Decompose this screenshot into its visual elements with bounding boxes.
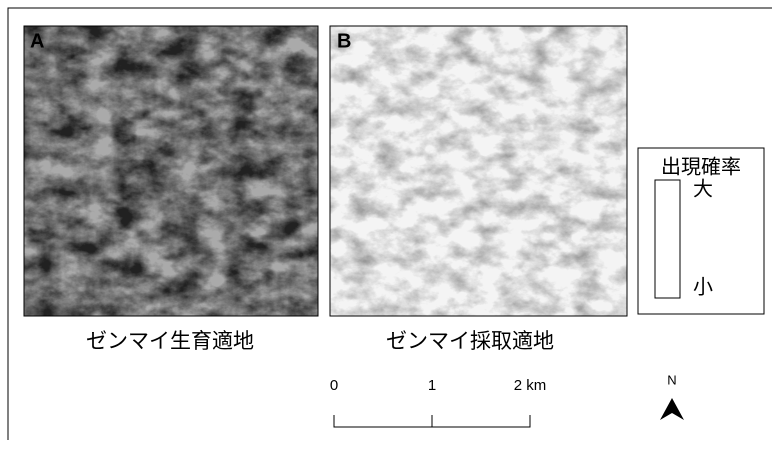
panel-label: A [30, 30, 44, 52]
panel-caption: ゼンマイ生育適地 [86, 329, 254, 353]
scale-bar: 0 1 2 km [330, 377, 546, 427]
panel-caption: ゼンマイ採取適地 [386, 329, 554, 353]
legend-high: 大 [693, 177, 713, 201]
scale-label: 0 [330, 377, 338, 394]
north-arrow: N [660, 372, 684, 420]
scale-label: 2 km [514, 377, 547, 394]
north-label: N [667, 372, 676, 387]
map-panel-a: A [24, 26, 318, 316]
figure: A B ゼンマイ生育適地 ゼンマイ採取適地 出現確率 大 小 0 1 2 km … [0, 0, 772, 450]
legend-title: 出現確率 [661, 155, 741, 179]
legend-low: 小 [693, 275, 713, 299]
scale-label: 1 [428, 377, 436, 394]
map-panel-b: B [330, 26, 627, 316]
legend: 出現確率 大 小 [638, 148, 764, 314]
legend-ramp [655, 180, 680, 298]
panel-label: B [337, 30, 351, 52]
